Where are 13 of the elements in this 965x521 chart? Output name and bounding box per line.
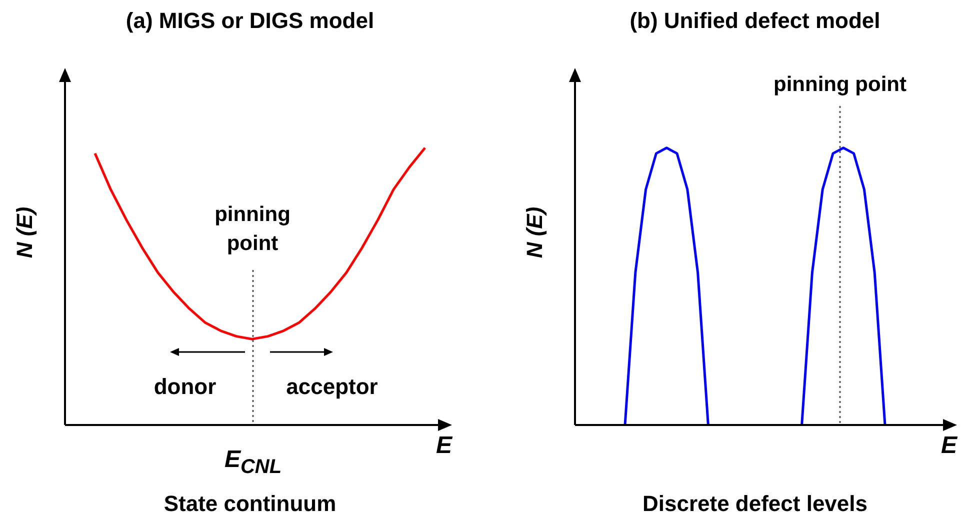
annotation: acceptor	[286, 374, 378, 399]
chart-title: (a) MIGS or DIGS model	[124, 8, 376, 34]
x-axis-title: E	[436, 432, 453, 459]
y-axis-title: N (E)	[522, 206, 546, 258]
text: pinning point	[772, 72, 908, 98]
text: Discrete defect levels	[641, 491, 869, 517]
x-axis-title: E	[940, 432, 958, 459]
text: E$_{CNL}$	[223, 446, 283, 479]
chart-title: (b) Unified defect model	[628, 8, 882, 34]
annotation: pinning point	[214, 202, 292, 257]
text: State continuum	[162, 491, 338, 517]
y-axis-title: N (E)	[12, 206, 36, 258]
annotation: donor	[154, 374, 216, 399]
